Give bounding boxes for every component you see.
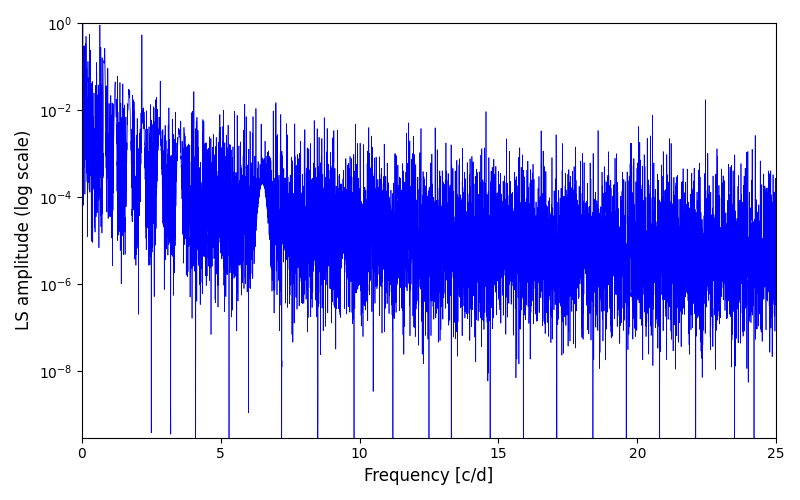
X-axis label: Frequency [c/d]: Frequency [c/d] [364,467,494,485]
Y-axis label: LS amplitude (log scale): LS amplitude (log scale) [15,130,33,330]
